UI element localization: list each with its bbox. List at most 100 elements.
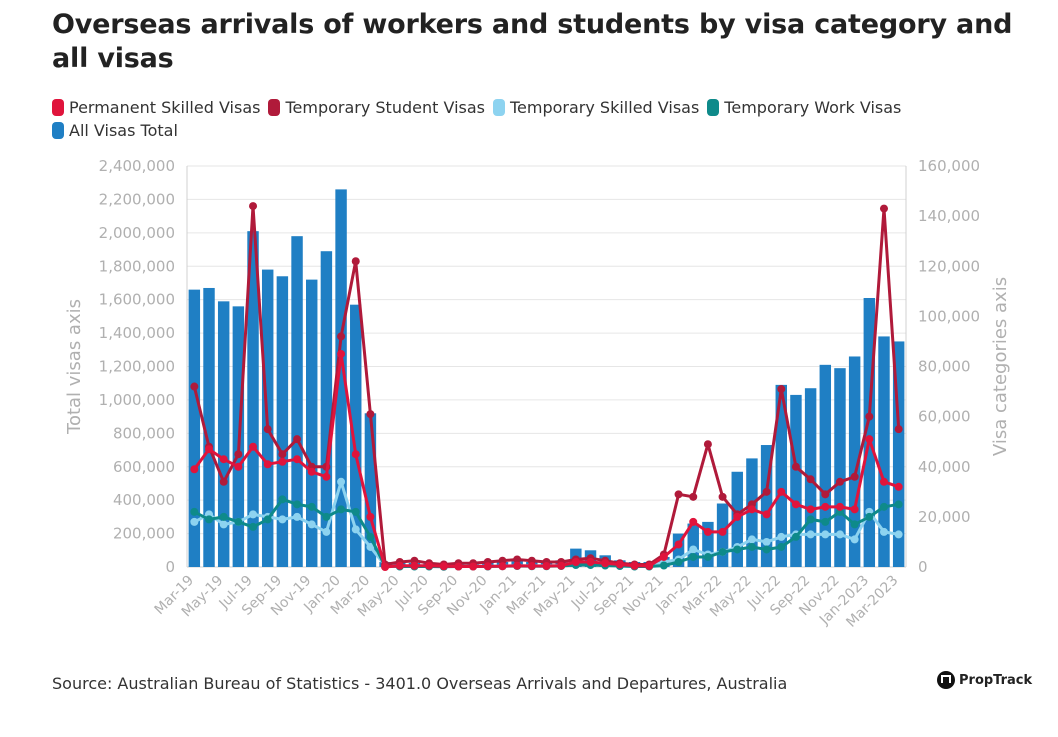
point-permanent_skilled [601, 559, 610, 568]
bar-all-visas [687, 523, 699, 567]
y-tick-label: 800,000 [113, 424, 175, 442]
point-temporary_skilled [278, 515, 287, 524]
point-temporary_student [806, 475, 815, 484]
point-temporary_work [865, 512, 874, 521]
bar-all-visas [364, 413, 377, 567]
point-permanent_skilled [190, 465, 199, 474]
point-permanent_skilled [513, 561, 522, 570]
y2-tick-label: 20,000 [918, 508, 971, 526]
bar-all-visas [863, 297, 876, 567]
y2-tick-label: 40,000 [918, 458, 971, 476]
legend-item-temporary_skilled: Temporary Skilled Visas [492, 96, 699, 119]
y2-tick-label: 0 [918, 558, 928, 576]
legend-label: Temporary Work Visas [724, 98, 902, 117]
chart-area: 0 200,000 400,000 600,000 800,000 1,000,000 1,… [64, 157, 1011, 631]
point-temporary_work [762, 545, 771, 554]
point-permanent_skilled [307, 467, 316, 476]
point-temporary_work [249, 522, 258, 531]
legend-swatch [707, 99, 720, 116]
point-temporary_work [205, 515, 214, 524]
point-permanent_skilled [777, 487, 786, 496]
point-temporary_skilled [747, 535, 756, 544]
source-note: Source: Australian Bureau of Statistics … [52, 674, 788, 693]
point-temporary_skilled [351, 525, 360, 534]
bar-all-visas [672, 533, 685, 567]
point-temporary_student [703, 440, 712, 449]
point-temporary_work [263, 515, 272, 524]
y-tick-label: 2,400,000 [99, 157, 175, 175]
legend-swatch [52, 99, 64, 116]
point-temporary_work [307, 502, 316, 511]
point-temporary_skilled [249, 510, 258, 519]
point-temporary_student [894, 425, 903, 434]
point-permanent_skilled [733, 512, 742, 521]
brand-logo: PropTrack [937, 671, 1032, 689]
point-temporary_student [718, 492, 727, 501]
bar-all-visas [335, 189, 347, 567]
point-permanent_skilled [381, 563, 390, 571]
point-temporary_work [351, 507, 360, 516]
chart-title: Overseas arrivals of workers and student… [52, 9, 1013, 74]
house-icon [937, 671, 955, 689]
point-permanent_skilled [835, 502, 844, 511]
point-permanent_skilled [674, 540, 683, 549]
y-tick-label: 1,600,000 [99, 291, 175, 309]
point-temporary_student [498, 556, 507, 565]
point-permanent_skilled [337, 349, 346, 358]
point-temporary_work [718, 547, 727, 556]
point-temporary_work [278, 495, 287, 504]
y-tick-label: 2,200,000 [99, 190, 175, 208]
point-permanent_skilled [527, 561, 536, 570]
point-permanent_skilled [806, 505, 815, 514]
legend-swatch [268, 99, 281, 116]
point-temporary_student [249, 202, 258, 211]
brand-name: PropTrack [959, 672, 1033, 688]
legend-label: Temporary Student Visas [285, 98, 485, 117]
point-temporary_work [894, 500, 903, 509]
point-temporary_work [322, 512, 331, 521]
point-permanent_skilled [498, 562, 507, 571]
point-temporary_skilled [689, 545, 698, 554]
point-temporary_student [850, 472, 859, 481]
point-permanent_skilled [645, 561, 654, 570]
point-permanent_skilled [659, 552, 668, 561]
bar-all-visas [203, 287, 215, 567]
point-permanent_skilled [483, 562, 492, 571]
point-temporary_work [806, 515, 815, 524]
point-permanent_skilled [879, 477, 888, 486]
point-temporary_skilled [307, 520, 316, 529]
point-temporary_work [689, 552, 698, 561]
point-temporary_student [674, 490, 683, 499]
point-permanent_skilled [366, 512, 375, 521]
y-tick-label: 1,400,000 [99, 324, 175, 342]
point-temporary_student [513, 555, 522, 564]
point-permanent_skilled [469, 562, 478, 571]
bar-all-visas [790, 394, 802, 567]
y2-tick-label: 140,000 [918, 207, 980, 225]
point-permanent_skilled [689, 517, 698, 526]
point-temporary_student [366, 410, 375, 419]
point-permanent_skilled [703, 527, 712, 536]
point-permanent_skilled [425, 561, 434, 570]
y2-tick-label: 80,000 [918, 358, 971, 376]
point-temporary_work [791, 532, 800, 541]
point-temporary_student [337, 332, 346, 341]
bar-all-visas [320, 251, 333, 567]
legend-label: Permanent Skilled Visas [69, 98, 261, 117]
point-temporary_student [879, 204, 888, 213]
point-permanent_skilled [351, 450, 360, 459]
bar-all-visas [188, 289, 201, 567]
point-temporary_work [703, 552, 712, 561]
bar-all-visas [350, 304, 362, 567]
point-permanent_skilled [205, 445, 214, 454]
y-tick-label: 1,800,000 [99, 257, 175, 275]
point-permanent_skilled [615, 560, 624, 569]
point-permanent_skilled [219, 455, 228, 464]
point-temporary_student [762, 487, 771, 496]
point-temporary_student [791, 462, 800, 471]
point-temporary_skilled [366, 542, 375, 551]
point-permanent_skilled [293, 455, 302, 464]
y-tick-label: 200,000 [113, 525, 175, 543]
point-temporary_work [234, 517, 243, 526]
point-temporary_work [337, 505, 346, 514]
